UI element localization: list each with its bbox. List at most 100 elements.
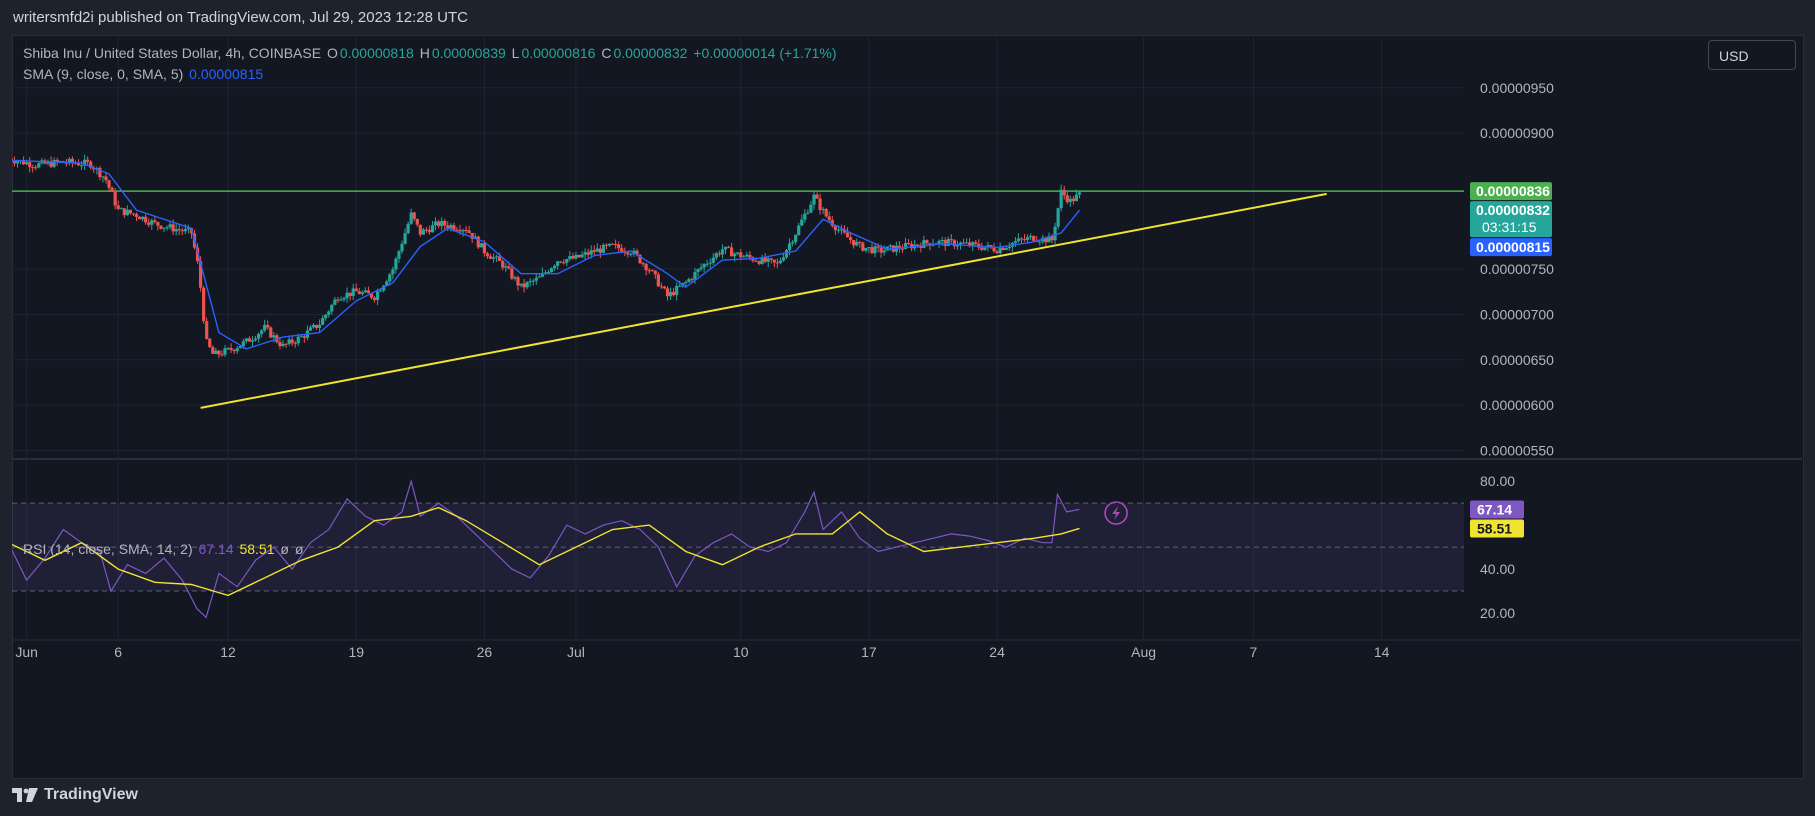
candle-body (781, 257, 786, 261)
candle-body (449, 225, 453, 229)
candle-body (623, 252, 627, 254)
candle-body (406, 223, 410, 234)
candle-body (354, 288, 358, 292)
candle-body (705, 263, 709, 265)
candle-body (12, 161, 17, 164)
rsi-tick-label: 20.00 (1480, 605, 1515, 621)
candle-body (592, 250, 596, 252)
candle-body (110, 187, 114, 192)
rsi-line (12, 478, 1080, 619)
candle-body (424, 229, 429, 231)
candle-body (534, 277, 538, 281)
candle-body (324, 314, 328, 319)
candle-body (144, 216, 148, 223)
candle-body (1062, 189, 1066, 196)
candle-body (159, 225, 163, 229)
misc-layer (1104, 501, 1128, 525)
chart-frame[interactable] (12, 35, 1804, 779)
candle-body (516, 277, 520, 286)
candle-body (775, 262, 779, 264)
rsi-legend: RSI (14, close, SMA, 14, 2) 67.14 58.51 … (23, 541, 305, 557)
candle-body (467, 230, 471, 233)
candle-body (778, 260, 783, 264)
candle-body (1047, 236, 1051, 243)
candle-body (897, 245, 902, 249)
candle-body (1007, 246, 1011, 249)
candle-body (415, 218, 419, 225)
candle-body (119, 208, 123, 210)
candle-body (879, 247, 883, 253)
candle-body (839, 229, 844, 231)
candle-body (748, 254, 752, 258)
candle-body (37, 163, 41, 168)
candle-body (717, 253, 721, 255)
candle-body (1053, 226, 1057, 241)
candle-body (980, 247, 984, 250)
candle-body (540, 272, 544, 277)
candle-body (906, 243, 911, 245)
candle-body (806, 212, 810, 214)
candle-body (302, 336, 306, 338)
candle-body (772, 259, 776, 263)
candle-body (922, 240, 926, 248)
candle-body (418, 224, 422, 235)
candle-body (968, 242, 972, 247)
rsi-tick-label: 40.00 (1480, 561, 1515, 577)
candle-body (491, 257, 496, 259)
candle-body (641, 263, 645, 265)
candle-body (729, 247, 734, 257)
candle-body (25, 162, 29, 165)
candle-body (458, 230, 462, 232)
candle-body (531, 280, 535, 282)
footer-brand[interactable]: TradingView (12, 784, 138, 806)
candle-body (485, 253, 490, 257)
candle-body (430, 225, 435, 233)
currency-button[interactable]: USD (1708, 40, 1796, 70)
candle-body (900, 248, 905, 250)
candle-body (995, 251, 999, 254)
candle-body (49, 161, 53, 167)
candle-body (339, 299, 343, 301)
candle-body (784, 249, 789, 258)
candle-body (180, 230, 184, 232)
candle-body (186, 228, 190, 230)
candle-body (220, 354, 224, 356)
date-tick-label: Aug (1131, 644, 1156, 660)
candle-body (461, 229, 465, 232)
candle-body (137, 216, 142, 220)
rsi-label-text: 58.51 (1477, 520, 1512, 536)
candle-body (815, 194, 819, 199)
candle-body (1004, 248, 1008, 250)
candle-body (235, 348, 239, 352)
candle-body (647, 270, 651, 272)
candle-body (546, 271, 551, 273)
candle-body (696, 269, 700, 272)
series-layer (12, 154, 1082, 619)
candle-body (217, 350, 221, 355)
candle-body (528, 281, 532, 283)
candle-body (543, 272, 548, 274)
price-tick-label: 0.00000750 (1480, 261, 1554, 277)
support-trendline (200, 192, 1327, 409)
candle-body (1068, 198, 1072, 203)
candle-body (827, 216, 831, 221)
candle-body (659, 286, 664, 288)
price-label-box (1470, 201, 1552, 238)
candle-body (665, 288, 670, 297)
candle-body (141, 216, 145, 220)
candle-body (308, 327, 313, 331)
candle-body (552, 265, 557, 269)
candle-body (586, 252, 590, 255)
candle-body (794, 234, 798, 243)
price-chart[interactable]: Jun 6 12 19 26 Jul 10 17 24 Aug 7 14 0.00000950 0.000… (12, 35, 1802, 777)
date-tick-label: 24 (989, 644, 1005, 660)
candle-body (583, 252, 587, 255)
candle-body (330, 304, 334, 312)
candle-body (211, 347, 215, 354)
candle-body (818, 198, 822, 210)
candle-body (1071, 198, 1075, 202)
candle-body (525, 282, 529, 288)
candle-body (760, 257, 764, 264)
candle-body (522, 283, 526, 288)
